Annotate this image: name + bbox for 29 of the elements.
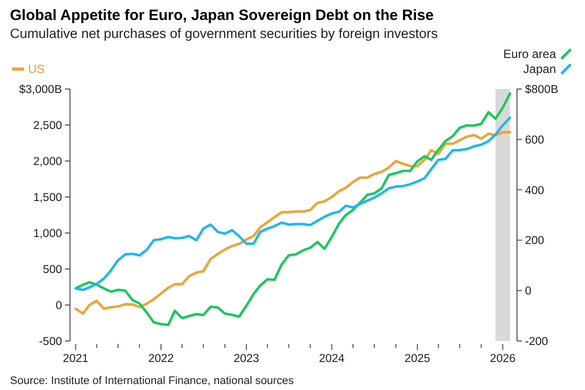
- y-tick-label: 2,500: [33, 120, 62, 132]
- x-tick-label: 2025: [404, 353, 430, 365]
- x-tick-label: 2022: [148, 353, 174, 365]
- y2-tick-label: 600: [525, 134, 544, 146]
- x-tick-label: 2024: [318, 353, 346, 365]
- x-tick-label: 2021: [62, 353, 88, 365]
- y-tick-label: 0: [56, 300, 62, 312]
- y2-tick-label: -200: [525, 336, 548, 348]
- chart-title: Global Appetite for Euro, Japan Sovereign Debt on the Rise: [10, 7, 434, 24]
- x-tick-label: 2023: [234, 353, 260, 365]
- line-series: [74, 116, 512, 292]
- y-tick-label: 1,000: [33, 228, 62, 240]
- text: US: [28, 62, 45, 76]
- y2-tick-label: 200: [525, 235, 544, 248]
- y-tick-label: $3,000B: [19, 84, 62, 96]
- chart-subtitle: Cumulative net purchases of government securities by foreign investors: [10, 26, 438, 41]
- source-note: Source: Institute of International Finance, national sources: [10, 375, 294, 387]
- y2-tick-label: 400: [525, 184, 544, 197]
- y2-tick-label: $800B: [525, 84, 559, 96]
- y2-tick-label: 0: [525, 286, 532, 298]
- x-tick-label: 2026: [490, 353, 516, 365]
- legend-label: Euro area: [503, 47, 556, 61]
- y-tick-label: 2,000: [33, 156, 62, 168]
- line-series: [74, 131, 512, 315]
- y-tick-label: 1,500: [33, 192, 62, 204]
- line-series: [74, 92, 512, 326]
- legend-label: Japan: [523, 62, 556, 76]
- y-tick-label: 500: [42, 264, 62, 276]
- y-tick-label: -500: [38, 336, 62, 348]
